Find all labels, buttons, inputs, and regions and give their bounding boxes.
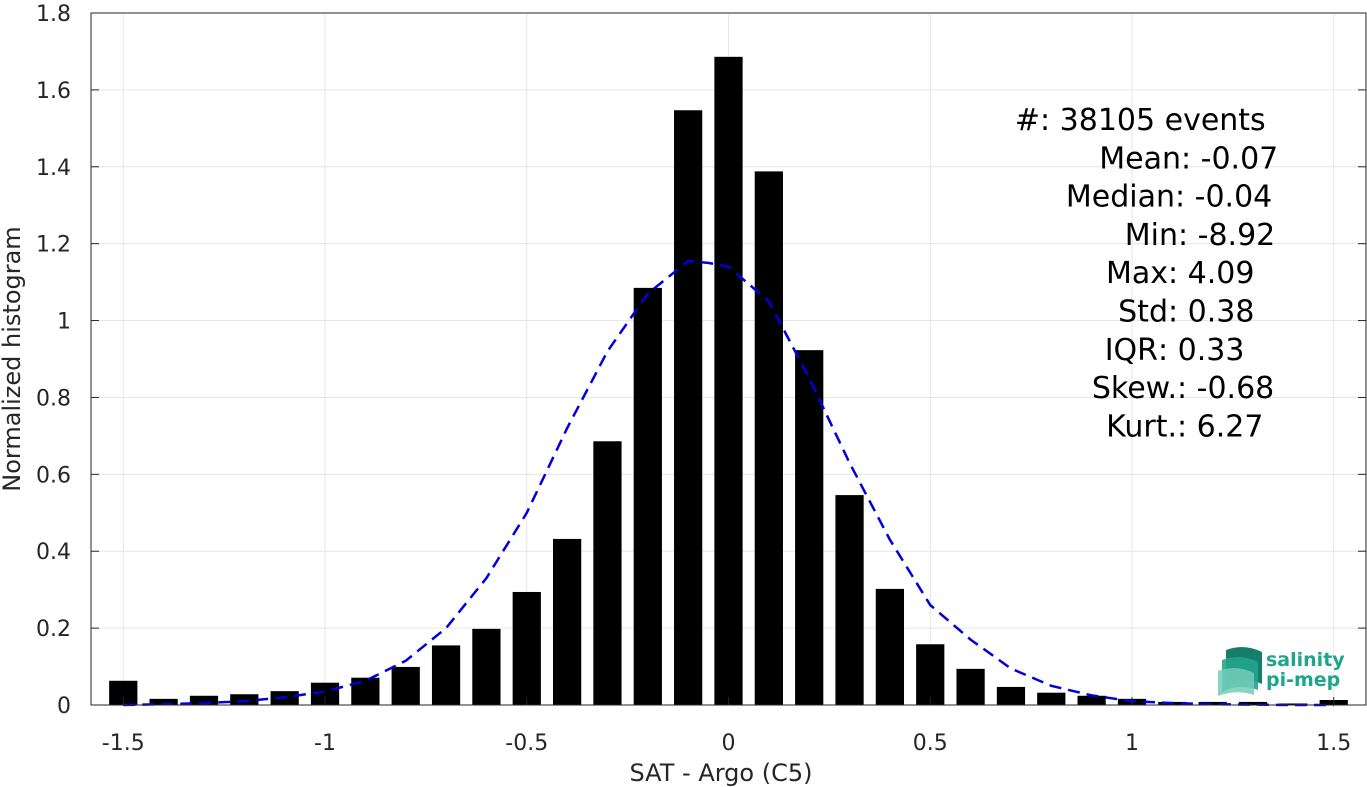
stat-value: : 4.09 (1168, 256, 1254, 291)
stat-label: Min (1125, 218, 1178, 253)
stat-label: Max (1106, 256, 1168, 291)
y-tick-label: 0 (57, 694, 71, 719)
histogram-bar (916, 644, 945, 705)
stat-value: : 0.33 (1158, 333, 1244, 368)
y-tick-label: 0.8 (36, 386, 71, 411)
histogram-bar (996, 686, 1026, 705)
stat-label: Mean (1099, 141, 1181, 176)
histogram-bar (1037, 692, 1066, 705)
y-tick-label: 0.6 (36, 463, 71, 488)
logo-text-line2: pi-mep (1266, 669, 1340, 691)
y-tick-label: 0.2 (36, 617, 71, 642)
stat-value: : -0.07 (1181, 141, 1278, 176)
x-axis-label: SAT - Argo (C5) (630, 759, 813, 787)
stat-label: Std (1118, 295, 1168, 330)
histogram-bar (431, 645, 461, 705)
y-tick-label: 1.8 (36, 2, 71, 27)
stat-value: : 0.38 (1168, 295, 1254, 330)
histogram-bar (1238, 701, 1268, 705)
histogram-bar (875, 588, 905, 705)
histogram-bar (714, 56, 743, 706)
x-tick-label: -1 (314, 731, 336, 756)
stat-label: IQR (1105, 333, 1158, 368)
histogram-bar (754, 171, 783, 705)
histogram-bar (956, 668, 985, 705)
y-tick-label: 1.6 (36, 79, 71, 104)
y-axis-label: Normalized histogram (0, 226, 26, 491)
y-tick-label: 1.2 (36, 233, 71, 258)
histogram-bar (835, 495, 864, 705)
stat-label: Kurt. (1106, 409, 1177, 444)
stat-value: : -8.92 (1178, 218, 1275, 253)
histogram-bar (1077, 695, 1106, 705)
histogram-bar (552, 538, 582, 705)
stat-value: : -0.04 (1175, 180, 1272, 215)
stat-value: : 6.27 (1177, 409, 1263, 444)
y-tick-label: 0.4 (36, 540, 71, 565)
histogram-bar (351, 677, 380, 705)
histogram-bar (674, 110, 703, 705)
stat-label: Skew. (1092, 371, 1177, 406)
x-tick-label: -0.5 (505, 731, 548, 756)
histogram-bar (189, 695, 219, 705)
histogram-bar (310, 682, 340, 705)
histogram-bar (1279, 703, 1308, 705)
histogram-bar (1198, 701, 1227, 705)
histogram-bar (593, 441, 622, 705)
y-axis-ticks: 0 0.2 0.4 0.6 0.8 1 1.2 1.4 1.6 1.8 (36, 2, 1366, 719)
bars (109, 56, 1348, 706)
wave-logo-icon (1218, 646, 1262, 696)
stat-value: : 38105 events (1040, 103, 1266, 138)
y-tick-label: 1 (57, 310, 71, 335)
normal-fit-curve (123, 259, 1334, 707)
stat-label: Median (1066, 180, 1175, 215)
x-tick-label: 1 (1125, 731, 1139, 756)
histogram-bar (512, 591, 541, 705)
x-tick-label: 1.5 (1316, 731, 1351, 756)
logo-text-line1: salinity (1266, 649, 1345, 671)
x-tick-label: -1.5 (102, 731, 145, 756)
x-tick-label: 0 (722, 731, 736, 756)
stat-value: : -0.68 (1177, 371, 1274, 406)
histogram-bar (391, 666, 420, 705)
histogram-bar (633, 287, 662, 705)
histogram-bar (795, 350, 824, 705)
histogram-bar (230, 694, 259, 705)
x-axis-ticks: -1.5 -1 -0.5 0 0.5 1 1.5 (102, 697, 1351, 756)
y-tick-label: 1.4 (36, 156, 71, 181)
histogram-bar (149, 698, 178, 705)
salinity-pi-mep-logo: salinity pi-mep (1218, 646, 1345, 696)
stat-label: # (1015, 103, 1040, 138)
x-tick-label: 0.5 (913, 731, 948, 756)
histogram-bar (472, 628, 501, 705)
